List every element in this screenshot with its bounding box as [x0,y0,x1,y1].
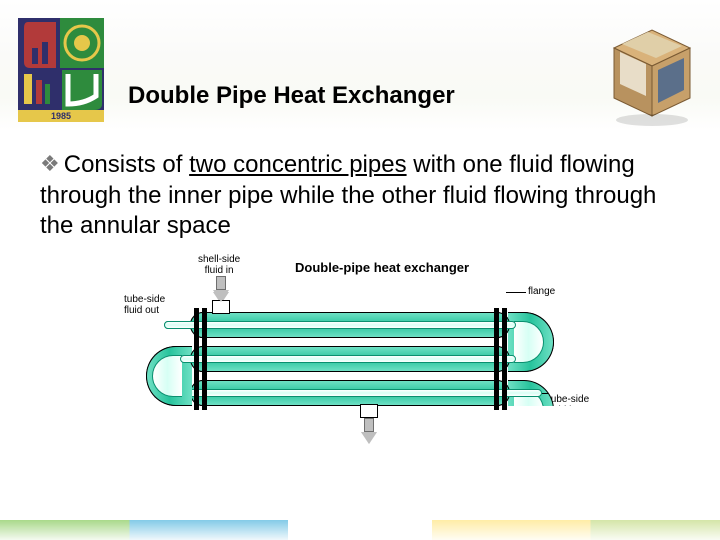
cube-decoration [592,18,702,128]
flange [202,308,207,342]
flange [194,342,199,376]
logo-year: 1985 [51,111,71,121]
nozzle-shell-out2 [360,404,378,418]
flange [502,376,507,410]
slide-body: ❖Consists of two concentric pipes with o… [40,150,660,242]
flange [502,308,507,342]
diagram-title: Double-pipe heat exchanger [295,260,469,275]
arrow-shell-out-body2 [364,418,374,432]
heat-exchanger-diagram: Double-pipe heat exchanger shell-sideflu… [150,254,590,489]
flange [494,376,499,410]
flange [194,308,199,342]
flange [502,342,507,376]
university-logo: 1985 [18,18,104,122]
background-band-fade [0,514,720,540]
flange [202,376,207,410]
arrow-shell-in-body2 [216,276,226,290]
flange [494,342,499,376]
inner-pass-1b [164,321,516,329]
lead-flange-top2 [506,292,526,293]
flange [202,342,207,376]
bullet-icon: ❖ [40,150,60,178]
slide-title: Double Pipe Heat Exchanger [128,82,455,110]
arrow-shell-out-head2 [361,432,377,444]
body-text-pre: Consists of [64,151,189,178]
label-shell-in: shell-sidefluid in [198,254,240,276]
flange [194,376,199,410]
label-tube-out: tube-sidefluid out [124,294,165,316]
lead-tube-in [542,393,548,394]
arrow-shell-in-head2 [213,290,229,302]
nozzle-shell-in2 [212,300,230,314]
label-flange-top: flange [528,286,555,297]
body-text-underlined: two concentric pipes [189,151,406,178]
inner-pass-3b [180,389,542,397]
flange [494,308,499,342]
inner-pass-2b [180,355,516,363]
